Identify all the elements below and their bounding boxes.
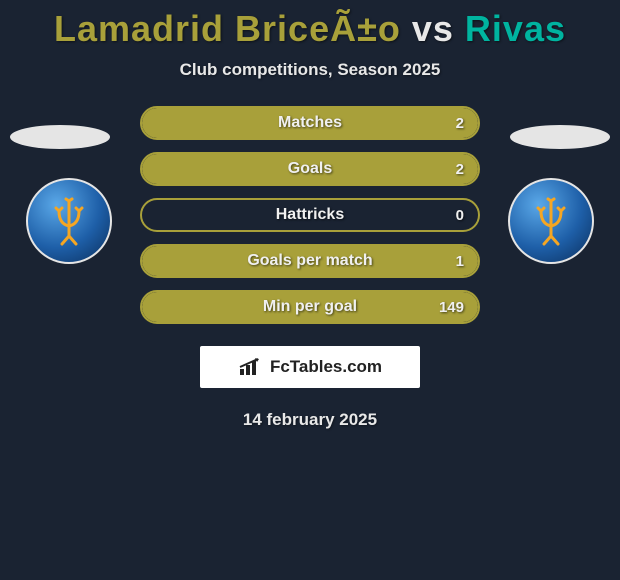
stat-label: Goals (142, 154, 478, 184)
trident-icon (44, 196, 94, 246)
stat-value: 1 (456, 246, 464, 276)
branding-text: FcTables.com (270, 357, 382, 377)
player2-club-logo (508, 178, 594, 264)
stat-value: 2 (456, 108, 464, 138)
player1-platform (10, 125, 110, 149)
bar-chart-icon (238, 357, 264, 377)
subtitle: Club competitions, Season 2025 (0, 60, 620, 80)
stat-label: Min per goal (142, 292, 478, 322)
stat-label: Goals per match (142, 246, 478, 276)
stat-row-matches: Matches 2 (140, 106, 480, 140)
player1-club-logo (26, 178, 112, 264)
date-line: 14 february 2025 (0, 410, 620, 430)
stat-value: 149 (439, 292, 464, 322)
branding-badge: FcTables.com (200, 346, 420, 388)
stat-row-mpg: Min per goal 149 (140, 290, 480, 324)
player2-name: Rivas (465, 8, 566, 49)
stat-row-gpm: Goals per match 1 (140, 244, 480, 278)
stat-value: 0 (456, 200, 464, 230)
stat-label: Hattricks (142, 200, 478, 230)
stat-row-hattricks: Hattricks 0 (140, 198, 480, 232)
trident-icon (526, 196, 576, 246)
stat-row-goals: Goals 2 (140, 152, 480, 186)
vs-text: vs (412, 8, 454, 49)
stat-label: Matches (142, 108, 478, 138)
page-title: Lamadrid BriceÃ±o vs Rivas (0, 0, 620, 50)
stat-value: 2 (456, 154, 464, 184)
stats-block: Matches 2 Goals 2 Hattricks 0 Goals per … (140, 106, 480, 324)
player1-name: Lamadrid BriceÃ±o (54, 8, 401, 49)
player2-platform (510, 125, 610, 149)
